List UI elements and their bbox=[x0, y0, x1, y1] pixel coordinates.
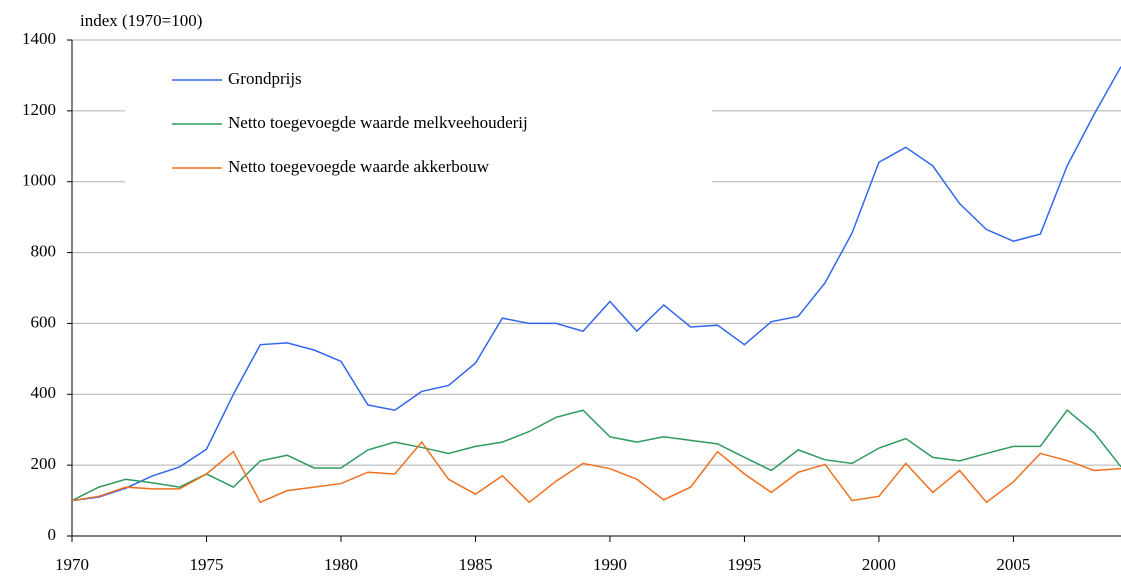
legend-label: Netto toegevoegde waarde akkerbouw bbox=[228, 157, 490, 176]
x-tick-label: 1975 bbox=[189, 555, 223, 574]
x-tick-label: 1990 bbox=[593, 555, 627, 574]
x-tick-label: 1980 bbox=[324, 555, 358, 574]
y-tick-label: 1400 bbox=[22, 29, 56, 48]
series-line bbox=[71, 66, 1121, 502]
legend-label: Netto toegevoegde waarde melkveehouderij bbox=[228, 113, 528, 132]
y-tick-label: 0 bbox=[48, 525, 57, 544]
y-tick-label: 800 bbox=[31, 241, 57, 260]
y-tick-label: 1200 bbox=[22, 100, 56, 119]
y-tick-label: 400 bbox=[31, 383, 57, 402]
series-line bbox=[71, 409, 1121, 502]
legend-background bbox=[125, 55, 712, 183]
x-tick-label: 1995 bbox=[727, 555, 761, 574]
x-tick-label: 2000 bbox=[862, 555, 896, 574]
x-tick-label: 2005 bbox=[996, 555, 1030, 574]
y-axis-label: index (1970=100) bbox=[80, 11, 202, 30]
series-line bbox=[71, 440, 1121, 504]
x-tick-label: 1985 bbox=[458, 555, 492, 574]
x-tick-label: 1970 bbox=[55, 555, 89, 574]
y-tick-label: 1000 bbox=[22, 171, 56, 190]
y-tick-label: 600 bbox=[31, 312, 57, 331]
y-tick-label: 200 bbox=[31, 454, 57, 473]
legend-label: Grondprijs bbox=[228, 69, 302, 88]
